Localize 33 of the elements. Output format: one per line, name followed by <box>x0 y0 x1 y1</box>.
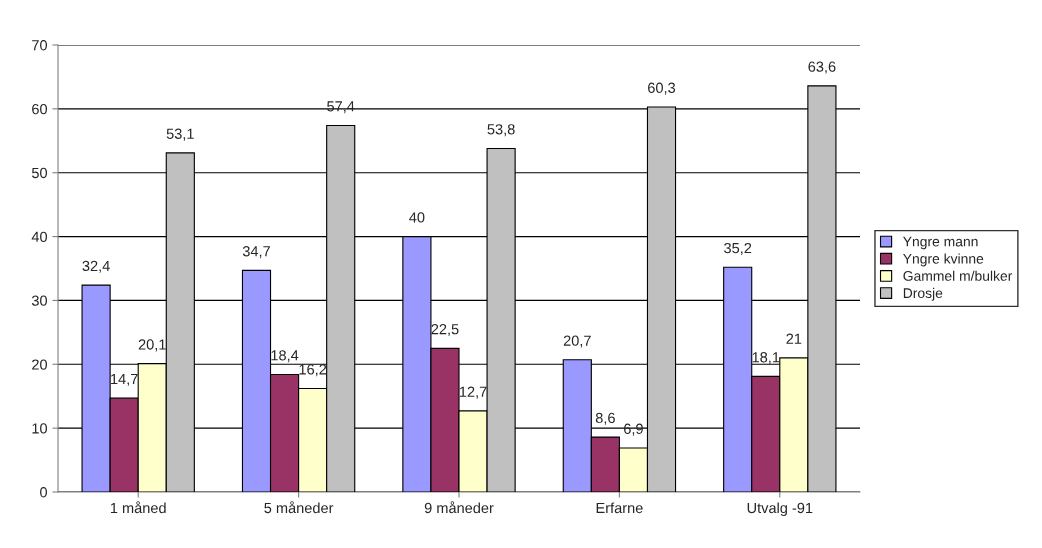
data-label: 60,3 <box>648 82 676 95</box>
data-label: 20,1 <box>138 339 166 352</box>
y-tick-label: 30 <box>31 295 48 306</box>
legend-label: Drosje <box>903 287 943 301</box>
legend-label: Gammel m/bulker <box>903 270 1013 281</box>
x-tick-label: Erfarne <box>596 502 643 514</box>
data-label: 32,4 <box>82 260 110 273</box>
data-label: 16,2 <box>299 364 327 377</box>
data-label: 34,7 <box>242 246 270 259</box>
y-tick-label: 40 <box>31 231 48 242</box>
x-tick-label: 1 måned <box>110 501 166 514</box>
y-tick-label: 60 <box>32 103 48 115</box>
data-label: 53,1 <box>166 128 194 141</box>
y-tick-label: 20 <box>32 359 48 370</box>
data-label: 53,8 <box>487 124 515 137</box>
data-label: 20,7 <box>563 335 591 348</box>
x-tick-label: 5 måneder <box>264 501 334 514</box>
legend-label: Yngre kvinne <box>903 253 984 267</box>
data-label: 18,4 <box>271 350 299 363</box>
data-label: 18,1 <box>752 352 780 365</box>
y-tick-label: 10 <box>32 423 48 434</box>
x-tick-label: Utvalg -91 <box>747 502 813 517</box>
y-tick-label: 0 <box>40 487 48 498</box>
data-label: 14,7 <box>111 373 138 386</box>
data-label: 21 <box>786 333 802 344</box>
legend-label: Yngre mann <box>903 236 978 250</box>
y-tick-label: 50 <box>31 167 48 179</box>
data-label: 8,6 <box>595 412 615 425</box>
data-label: 35,2 <box>724 242 752 255</box>
y-tick-label: 70 <box>32 40 48 51</box>
data-label: 63,6 <box>808 61 836 74</box>
data-label: 40 <box>409 212 425 223</box>
x-tick-label: 9 måneder <box>424 501 494 514</box>
